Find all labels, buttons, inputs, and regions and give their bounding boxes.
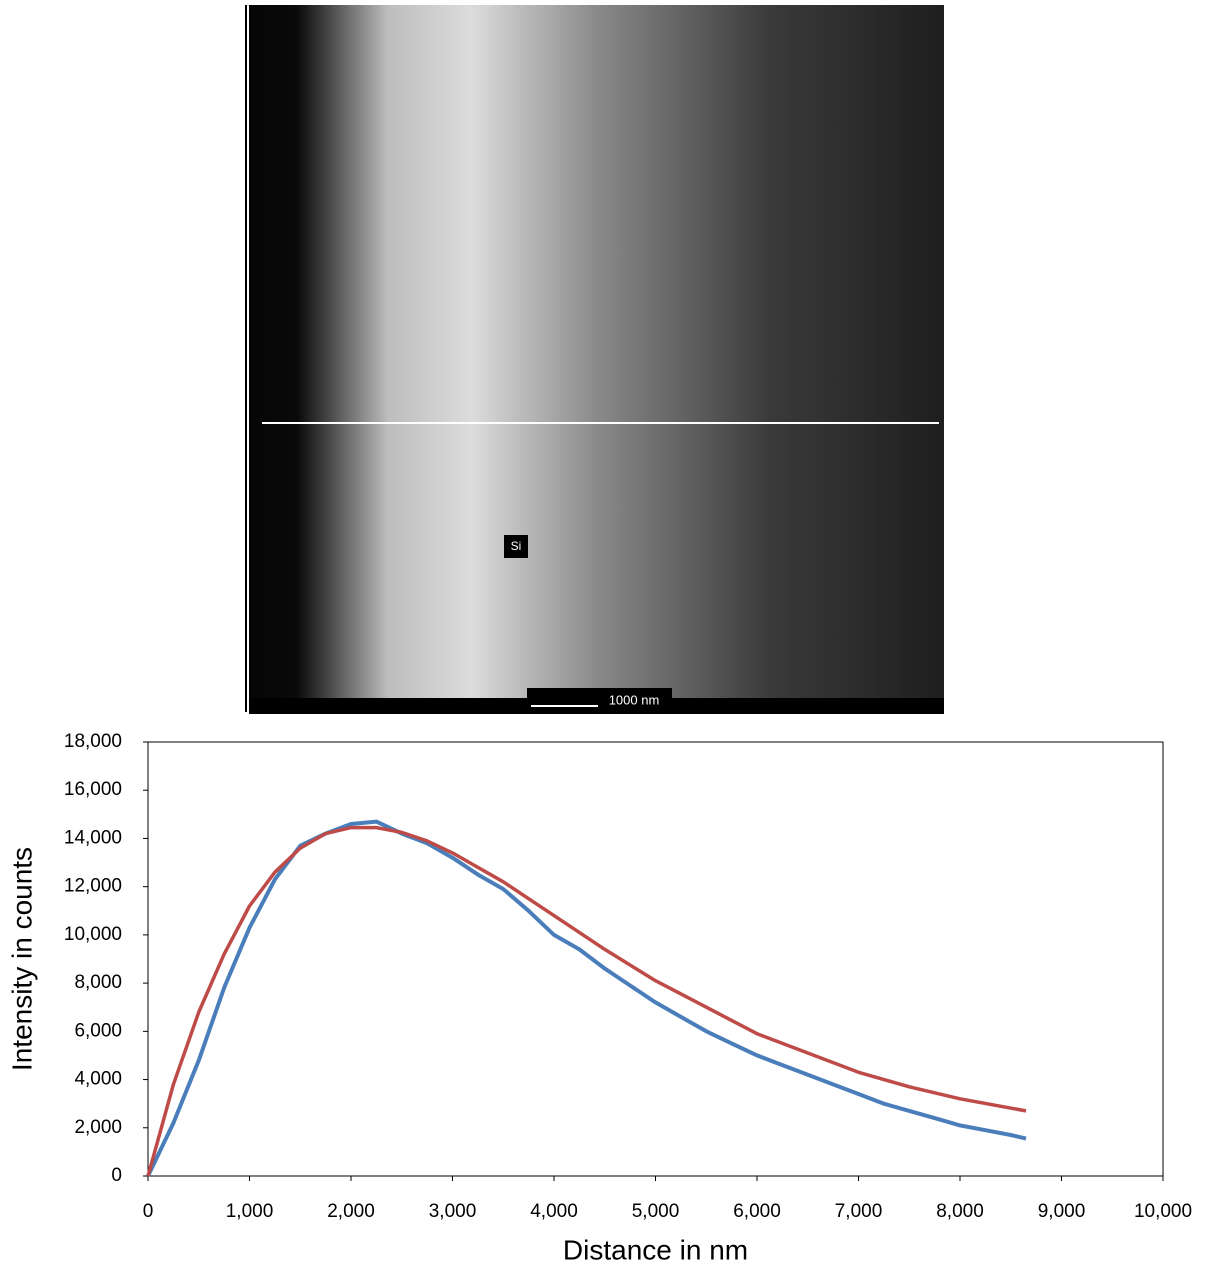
y-tick-label: 4,000 — [74, 1069, 122, 1090]
x-tick-label: 2,000 — [327, 1201, 375, 1222]
label-box — [504, 535, 528, 558]
y-tick-label: 2,000 — [74, 1117, 122, 1138]
y-tick-label: 8,000 — [74, 972, 122, 993]
chart: 0 2,000 4,000 6,000 8,000 10,000 12,000 14,000 1… — [6, 731, 1192, 1265]
x-tick-label: 3,000 — [429, 1201, 477, 1222]
y-axis-title: Intensity in counts — [6, 847, 37, 1071]
x-axis-title: Distance in nm — [563, 1234, 748, 1265]
x-tick-label: 0 — [143, 1201, 154, 1222]
scale-label: 1000 nm — [609, 692, 660, 707]
micrograph: Si 1000 nm — [245, 5, 944, 714]
y-tick-label: 12,000 — [64, 876, 122, 897]
x-tick-label: 6,000 — [733, 1201, 781, 1222]
x-tick-label: 8,000 — [936, 1201, 984, 1222]
y-tick-label: 10,000 — [64, 924, 122, 945]
x-tick-label: 1,000 — [226, 1201, 274, 1222]
y-tick-label: 0 — [111, 1165, 122, 1186]
series-line — [146, 825, 1027, 1177]
x-tick-label: 5,000 — [632, 1201, 680, 1222]
scale-box — [527, 688, 672, 710]
plot-frame — [147, 741, 1164, 1177]
y-tick-label: 18,000 — [64, 731, 122, 752]
element-label: Si — [511, 539, 522, 553]
y-tick-label: 16,000 — [64, 779, 122, 800]
x-tick-label: 9,000 — [1038, 1201, 1086, 1222]
x-tick-label: 10,000 — [1134, 1201, 1192, 1222]
x-tick-label: 7,000 — [835, 1201, 883, 1222]
sem-image — [249, 5, 944, 714]
series-line — [146, 819, 1027, 1177]
y-tick-label: 14,000 — [64, 827, 122, 848]
y-tick-label: 6,000 — [74, 1020, 122, 1041]
x-tick-label: 4,000 — [530, 1201, 578, 1222]
